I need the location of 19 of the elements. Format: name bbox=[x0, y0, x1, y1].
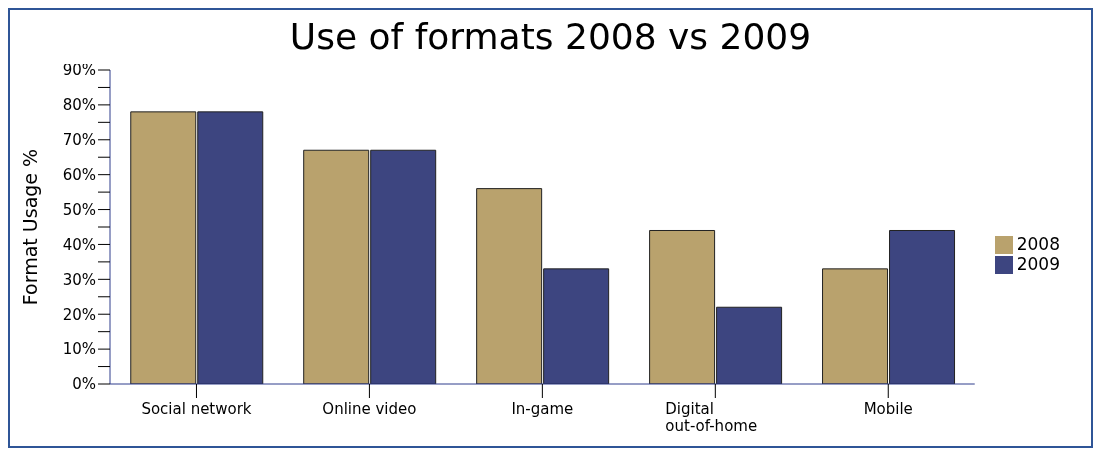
legend-label: 2008 bbox=[1016, 234, 1060, 254]
y-tick-label: 20% bbox=[62, 305, 96, 324]
y-axis-title: Format Usage % bbox=[18, 148, 41, 306]
y-tick-label: 90% bbox=[62, 61, 96, 80]
x-tick-label: Online video bbox=[322, 400, 417, 418]
legend-label: 2009 bbox=[1016, 254, 1060, 274]
x-tick-label: Digital out-of-home bbox=[665, 400, 758, 435]
chart-title: Use of formats 2008 vs 2009 bbox=[289, 16, 812, 57]
y-tick-label: 60% bbox=[62, 165, 96, 184]
x-tick-label: Mobile bbox=[863, 400, 913, 418]
y-tick-label: 10% bbox=[62, 340, 96, 359]
y-tick-label: 80% bbox=[62, 96, 96, 115]
y-tick-label: 40% bbox=[62, 235, 96, 254]
x-tick-label: In-game bbox=[511, 400, 574, 418]
y-tick-label: 70% bbox=[62, 131, 96, 150]
y-tick-label: 30% bbox=[62, 270, 96, 289]
y-tick-label: 0% bbox=[72, 375, 96, 394]
x-tick-label: Social network bbox=[141, 400, 252, 418]
y-tick-label: 50% bbox=[62, 200, 96, 219]
